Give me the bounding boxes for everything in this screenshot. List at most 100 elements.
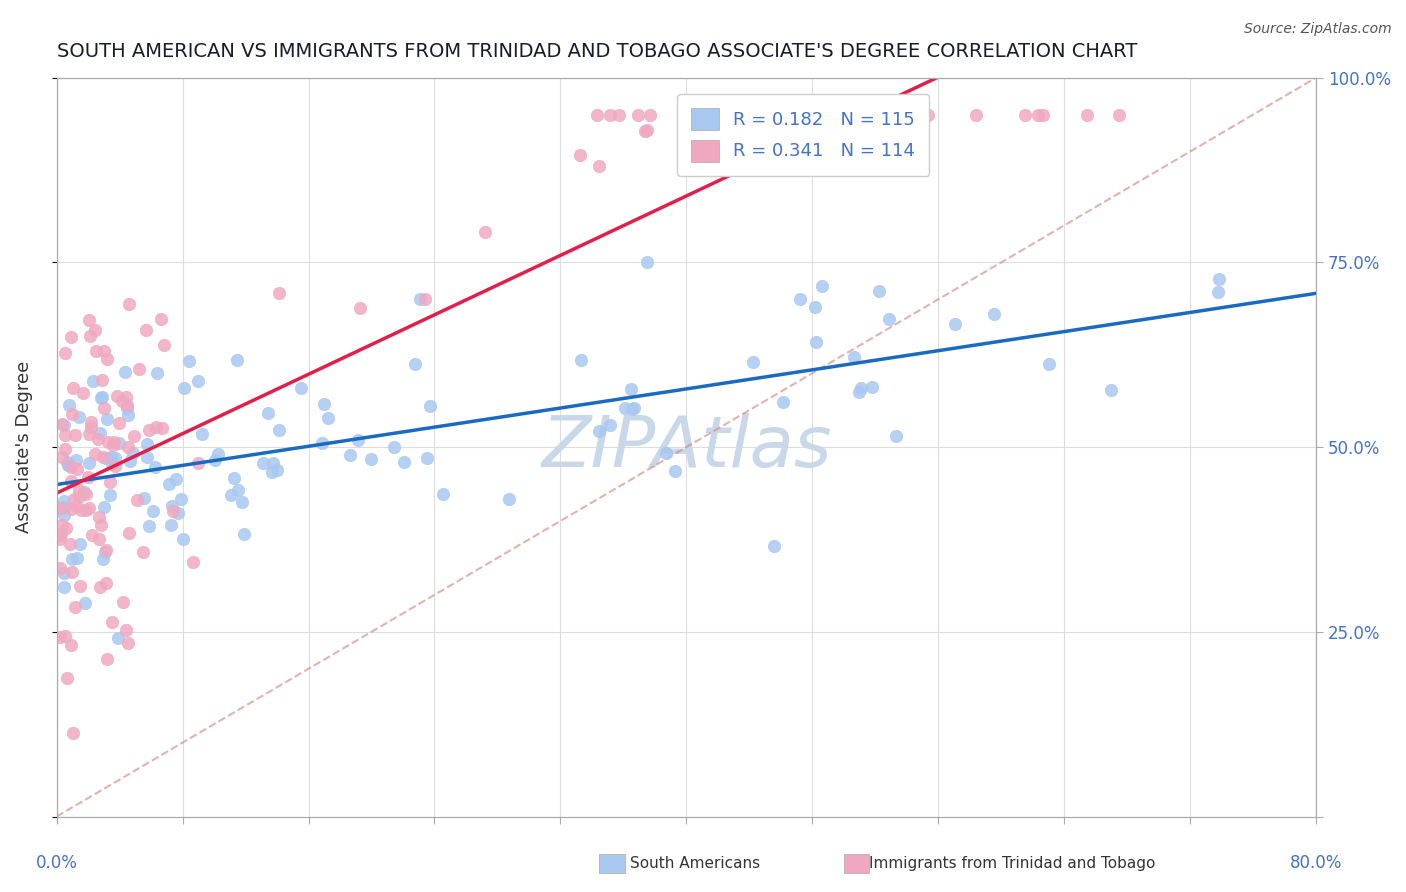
Point [311, 436, 333, 450]
Point [66, 550, 89, 565]
Point [789, 292, 811, 306]
Point [943, 317, 966, 331]
Point [177, 354, 200, 368]
Point [77, 501, 100, 516]
Point [63, 600, 86, 615]
Point [79, 328, 101, 343]
Point [98, 488, 121, 502]
Point [117, 636, 139, 650]
Point [409, 292, 432, 306]
Point [128, 362, 150, 376]
Point [73, 485, 96, 500]
Point [262, 465, 284, 479]
Point [413, 292, 436, 306]
Point [105, 389, 128, 403]
Point [117, 440, 139, 454]
Point [153, 338, 176, 352]
Point [762, 539, 785, 553]
Point [90, 391, 112, 405]
Point [111, 394, 134, 409]
Point [117, 409, 139, 423]
Point [266, 463, 288, 477]
Point [65, 499, 87, 513]
Point [58, 537, 80, 551]
Point [638, 107, 661, 121]
Point [614, 401, 637, 415]
Point [360, 452, 382, 467]
Point [588, 160, 610, 174]
Point [96, 352, 118, 367]
Point [118, 297, 141, 311]
Point [599, 107, 621, 121]
Point [636, 123, 658, 137]
Point [115, 390, 138, 404]
Point [382, 441, 405, 455]
Point [187, 456, 209, 470]
Point [96, 451, 118, 466]
Point [84, 344, 107, 359]
Point [1206, 285, 1229, 300]
Point [145, 366, 167, 380]
Point [117, 401, 139, 415]
Point [207, 447, 229, 461]
Point [62, 381, 84, 395]
Point [67, 491, 90, 505]
Point [90, 517, 112, 532]
Point [860, 162, 883, 177]
Point [82, 374, 104, 388]
Point [1026, 107, 1049, 121]
Point [162, 499, 184, 513]
Point [181, 555, 204, 569]
Point [49, 532, 72, 546]
Point [89, 425, 111, 440]
Point [60, 474, 83, 488]
Point [60, 638, 83, 652]
Point [1208, 272, 1230, 286]
Point [90, 390, 112, 404]
Point [1076, 107, 1098, 121]
Point [76, 470, 98, 484]
Point [623, 401, 645, 415]
Point [404, 357, 426, 371]
Point [132, 544, 155, 558]
Point [474, 225, 496, 239]
Point [94, 545, 117, 559]
Point [312, 397, 335, 411]
Point [53, 566, 76, 580]
Point [983, 307, 1005, 321]
Point [1032, 107, 1054, 121]
Point [101, 615, 124, 629]
Point [73, 597, 96, 611]
Point [114, 365, 136, 379]
Point [67, 409, 90, 424]
Point [104, 451, 127, 466]
Point [122, 446, 145, 460]
Point [232, 527, 254, 541]
Point [53, 500, 76, 514]
Point [884, 429, 907, 443]
Point [101, 438, 124, 452]
Point [53, 508, 76, 523]
Point [588, 425, 610, 439]
Point [166, 506, 188, 520]
Point [721, 117, 744, 131]
Point [115, 624, 138, 638]
Point [112, 595, 135, 609]
Point [636, 254, 658, 268]
Point [56, 455, 79, 469]
Point [204, 453, 226, 467]
Point [108, 416, 131, 430]
Point [145, 420, 167, 434]
Point [810, 279, 832, 293]
Point [59, 502, 82, 516]
Point [262, 456, 284, 470]
Point [222, 471, 245, 485]
Point [77, 456, 100, 470]
Point [58, 458, 80, 472]
Point [157, 477, 180, 491]
Point [339, 448, 361, 462]
Point [58, 398, 80, 412]
Point [599, 417, 621, 432]
Point [65, 427, 87, 442]
Point [917, 107, 939, 121]
